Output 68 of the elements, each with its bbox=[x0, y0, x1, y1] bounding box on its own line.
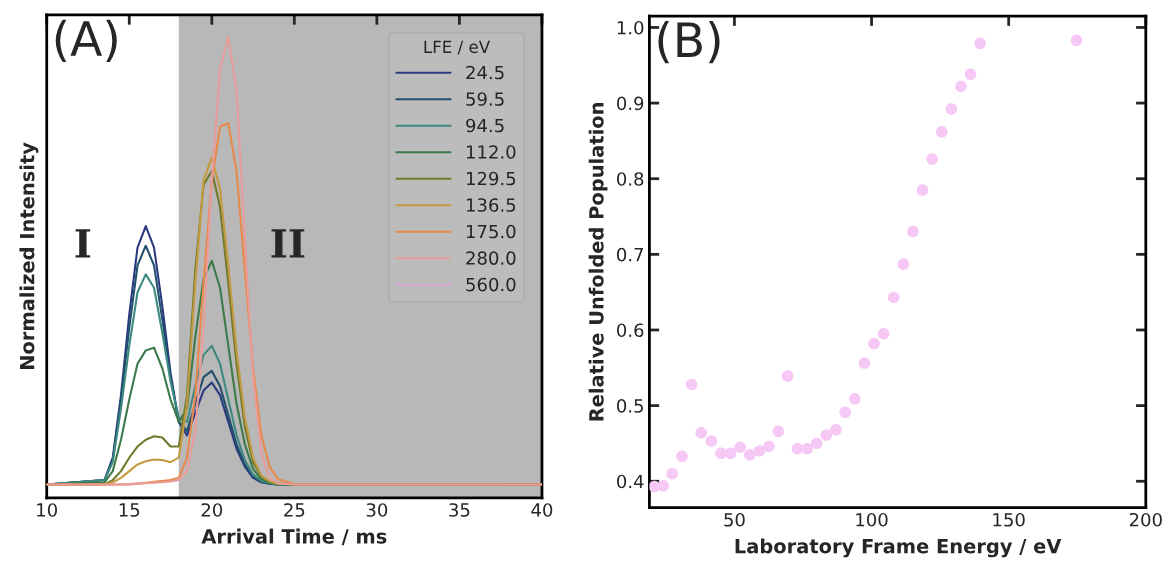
x-tick-label: 10 bbox=[37, 503, 58, 517]
x-tick-label: 25 bbox=[284, 503, 305, 517]
point bbox=[753, 445, 766, 457]
y-tick-label: 0.5 bbox=[617, 399, 643, 413]
annotation: II bbox=[271, 229, 305, 258]
point bbox=[916, 184, 929, 196]
point bbox=[781, 370, 794, 382]
x-tick-label: 15 bbox=[119, 503, 140, 517]
point bbox=[801, 442, 813, 455]
point bbox=[926, 153, 938, 165]
point bbox=[695, 427, 708, 439]
point bbox=[810, 437, 823, 450]
legend-label: 560.0 bbox=[466, 277, 516, 292]
y-axis-title: Relative Unfolded Population bbox=[588, 103, 608, 421]
y-tick-label: 0.9 bbox=[617, 96, 644, 111]
legend-label: 24.5 bbox=[466, 65, 504, 80]
point bbox=[839, 406, 852, 419]
point bbox=[657, 479, 669, 492]
annotation: I bbox=[75, 229, 91, 258]
x-tick-label: 35 bbox=[449, 503, 470, 517]
point bbox=[877, 327, 890, 340]
point bbox=[666, 467, 678, 480]
point bbox=[743, 448, 756, 461]
point bbox=[820, 429, 833, 441]
point bbox=[897, 258, 910, 270]
x-tick-label: 40 bbox=[531, 503, 553, 517]
point bbox=[964, 68, 977, 81]
y-tick-label: 0.4 bbox=[617, 474, 644, 489]
y-axis-title: Normalized Intensity bbox=[19, 142, 39, 370]
point bbox=[849, 393, 861, 405]
annotation: (A) bbox=[55, 19, 117, 62]
x-tick-label: 150 bbox=[993, 512, 1025, 527]
x-tick-label: 200 bbox=[1129, 512, 1162, 527]
x-axis-title: Laboratory Frame Energy / eV bbox=[735, 538, 1062, 558]
point bbox=[887, 291, 900, 304]
point bbox=[763, 440, 775, 453]
legend-label: 94.5 bbox=[466, 118, 504, 133]
point bbox=[907, 225, 919, 238]
annotation: (B) bbox=[658, 21, 720, 64]
point bbox=[734, 441, 746, 454]
x-tick-label: 100 bbox=[856, 512, 888, 527]
x-tick-label: 20 bbox=[201, 503, 223, 517]
point bbox=[935, 126, 948, 138]
x-axis-title: Arrival Time / ms bbox=[201, 528, 387, 546]
legend-label: 129.5 bbox=[466, 171, 516, 186]
point bbox=[945, 103, 958, 115]
y-tick-label: 0.8 bbox=[617, 172, 644, 186]
point bbox=[1070, 34, 1083, 47]
legend-label: 136.5 bbox=[466, 198, 516, 212]
legend-title: LFE / eV bbox=[424, 40, 491, 55]
point bbox=[955, 80, 967, 93]
point bbox=[830, 424, 842, 436]
legend-label: 175.0 bbox=[466, 224, 516, 239]
point bbox=[705, 435, 718, 447]
point bbox=[772, 425, 785, 438]
point bbox=[858, 357, 871, 370]
point bbox=[974, 37, 986, 50]
y-tick-label: 0.7 bbox=[617, 247, 643, 262]
point bbox=[685, 378, 698, 391]
y-tick-label: 0.6 bbox=[617, 323, 644, 338]
y-tick-label: 1.0 bbox=[617, 20, 644, 35]
x-tick-label: 30 bbox=[366, 503, 388, 517]
legend-label: 59.5 bbox=[466, 92, 504, 106]
point bbox=[868, 337, 880, 350]
legend-label: 280.0 bbox=[466, 251, 516, 265]
x-tick-label: 50 bbox=[724, 512, 745, 527]
point bbox=[676, 450, 688, 463]
legend-label: 112.0 bbox=[466, 145, 516, 159]
